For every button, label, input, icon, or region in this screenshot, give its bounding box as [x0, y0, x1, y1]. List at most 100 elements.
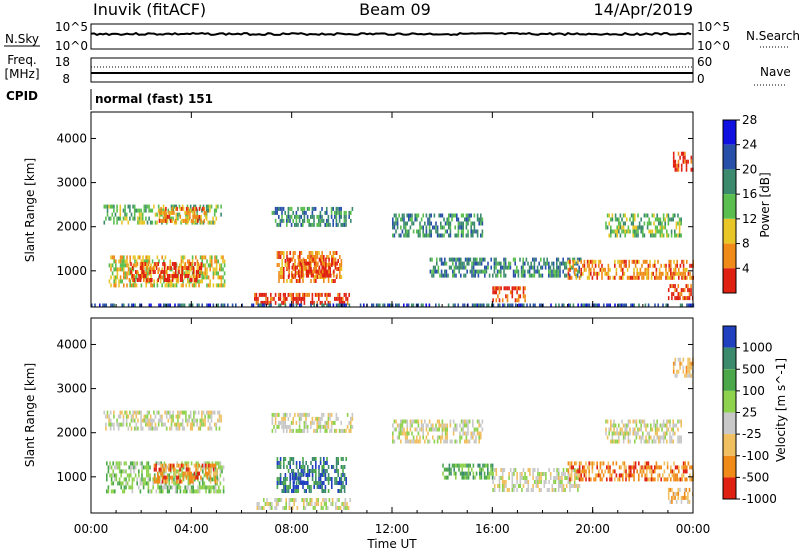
- velocity-cell: [557, 468, 560, 472]
- velocity-cell: [522, 484, 525, 488]
- power-cell: [284, 300, 286, 305]
- power-cell: [605, 221, 607, 226]
- power-cell: [265, 292, 267, 297]
- power-cell: [434, 265, 436, 270]
- velocity-cell: [466, 475, 468, 480]
- velocity-cell: [283, 457, 285, 461]
- power-cell: [608, 213, 610, 218]
- power-cell: [126, 275, 128, 280]
- velocity-cell: [669, 423, 671, 428]
- power-cell: [140, 220, 142, 225]
- power-cell: [653, 221, 655, 226]
- power-cell: [614, 259, 616, 264]
- power-cell: [601, 263, 603, 268]
- power-colorbar-segment: [723, 169, 736, 195]
- velocity-cell: [300, 416, 302, 421]
- velocity-cell: [662, 473, 664, 478]
- velocity-cell: [674, 361, 677, 366]
- power-cell: [297, 261, 300, 266]
- velocity-cell: [453, 471, 455, 476]
- velocity-cell: [533, 480, 536, 484]
- power-cell: [330, 214, 333, 219]
- velocity-cell: [416, 439, 418, 444]
- power-cell: [548, 269, 550, 274]
- power-cell: [161, 267, 163, 272]
- power-cell: [643, 233, 646, 238]
- power-cell: [462, 213, 464, 218]
- power-cell: [181, 266, 183, 270]
- power-cell: [572, 303, 575, 308]
- velocity-cell: [331, 498, 334, 502]
- velocity-cell: [632, 419, 634, 424]
- velocity-cell: [192, 475, 194, 480]
- power-cell: [286, 265, 289, 270]
- velocity-cell: [392, 431, 394, 436]
- velocity-cell: [302, 469, 304, 473]
- velocity-cell: [171, 479, 173, 484]
- power-cell: [530, 273, 532, 278]
- velocity-cell: [678, 477, 680, 482]
- power-cell: [309, 265, 311, 270]
- velocity-cell: [493, 488, 496, 492]
- velocity-cell: [318, 465, 320, 469]
- velocity-cell: [412, 435, 415, 440]
- velocity-cell: [308, 489, 311, 493]
- velocity-cell: [392, 439, 394, 444]
- power-cell: [192, 218, 194, 223]
- velocity-cell: [511, 472, 514, 476]
- power-cell: [321, 300, 323, 305]
- colorbar-tick-label: 12: [742, 212, 757, 226]
- power-cell: [392, 221, 394, 226]
- velocity-cell: [158, 489, 161, 494]
- velocity-cell: [296, 476, 299, 481]
- power-cell: [128, 278, 131, 282]
- velocity-cell: [521, 488, 523, 492]
- velocity-cell: [278, 461, 280, 465]
- power-cell: [115, 275, 117, 280]
- velocity-cell: [570, 477, 573, 482]
- power-cell: [668, 259, 670, 264]
- velocity-cell: [163, 485, 166, 490]
- power-cell: [162, 270, 164, 274]
- power-cell: [193, 214, 196, 219]
- velocity-cell: [666, 427, 668, 432]
- velocity-cell: [168, 463, 170, 468]
- power-cell: [299, 303, 301, 308]
- velocity-cell: [202, 410, 205, 415]
- power-cell: [543, 261, 545, 266]
- power-cell: [508, 303, 511, 308]
- velocity-cell: [522, 468, 525, 472]
- power-cell: [671, 275, 674, 280]
- power-cell: [151, 278, 153, 282]
- power-cell: [396, 303, 399, 308]
- velocity-cell: [398, 423, 400, 428]
- power-cell: [481, 221, 484, 226]
- velocity-cell: [126, 473, 129, 478]
- velocity-cell: [686, 469, 688, 474]
- power-cell: [425, 303, 427, 308]
- velocity-cell: [120, 469, 122, 474]
- velocity-cell: [627, 423, 630, 428]
- power-cell: [677, 167, 680, 172]
- power-cell: [350, 218, 352, 223]
- power-cell: [583, 303, 586, 308]
- power-cell: [307, 269, 310, 274]
- velocity-cell: [652, 477, 654, 482]
- power-cell: [588, 259, 590, 264]
- power-cell: [276, 251, 279, 255]
- velocity-cell: [267, 502, 270, 506]
- power-cell: [660, 271, 662, 276]
- power-cell: [496, 269, 499, 274]
- velocity-cell: [166, 465, 169, 470]
- velocity-cell: [284, 489, 287, 493]
- velocity-cell: [599, 461, 602, 466]
- power-cell: [220, 263, 223, 268]
- velocity-cell: [305, 489, 307, 493]
- power-cell: [290, 222, 293, 227]
- power-cell: [459, 221, 461, 226]
- power-cell: [406, 233, 408, 238]
- velocity-cell: [570, 473, 573, 478]
- velocity-cell: [465, 423, 468, 428]
- power-cell: [649, 259, 651, 264]
- power-cell: [678, 275, 680, 280]
